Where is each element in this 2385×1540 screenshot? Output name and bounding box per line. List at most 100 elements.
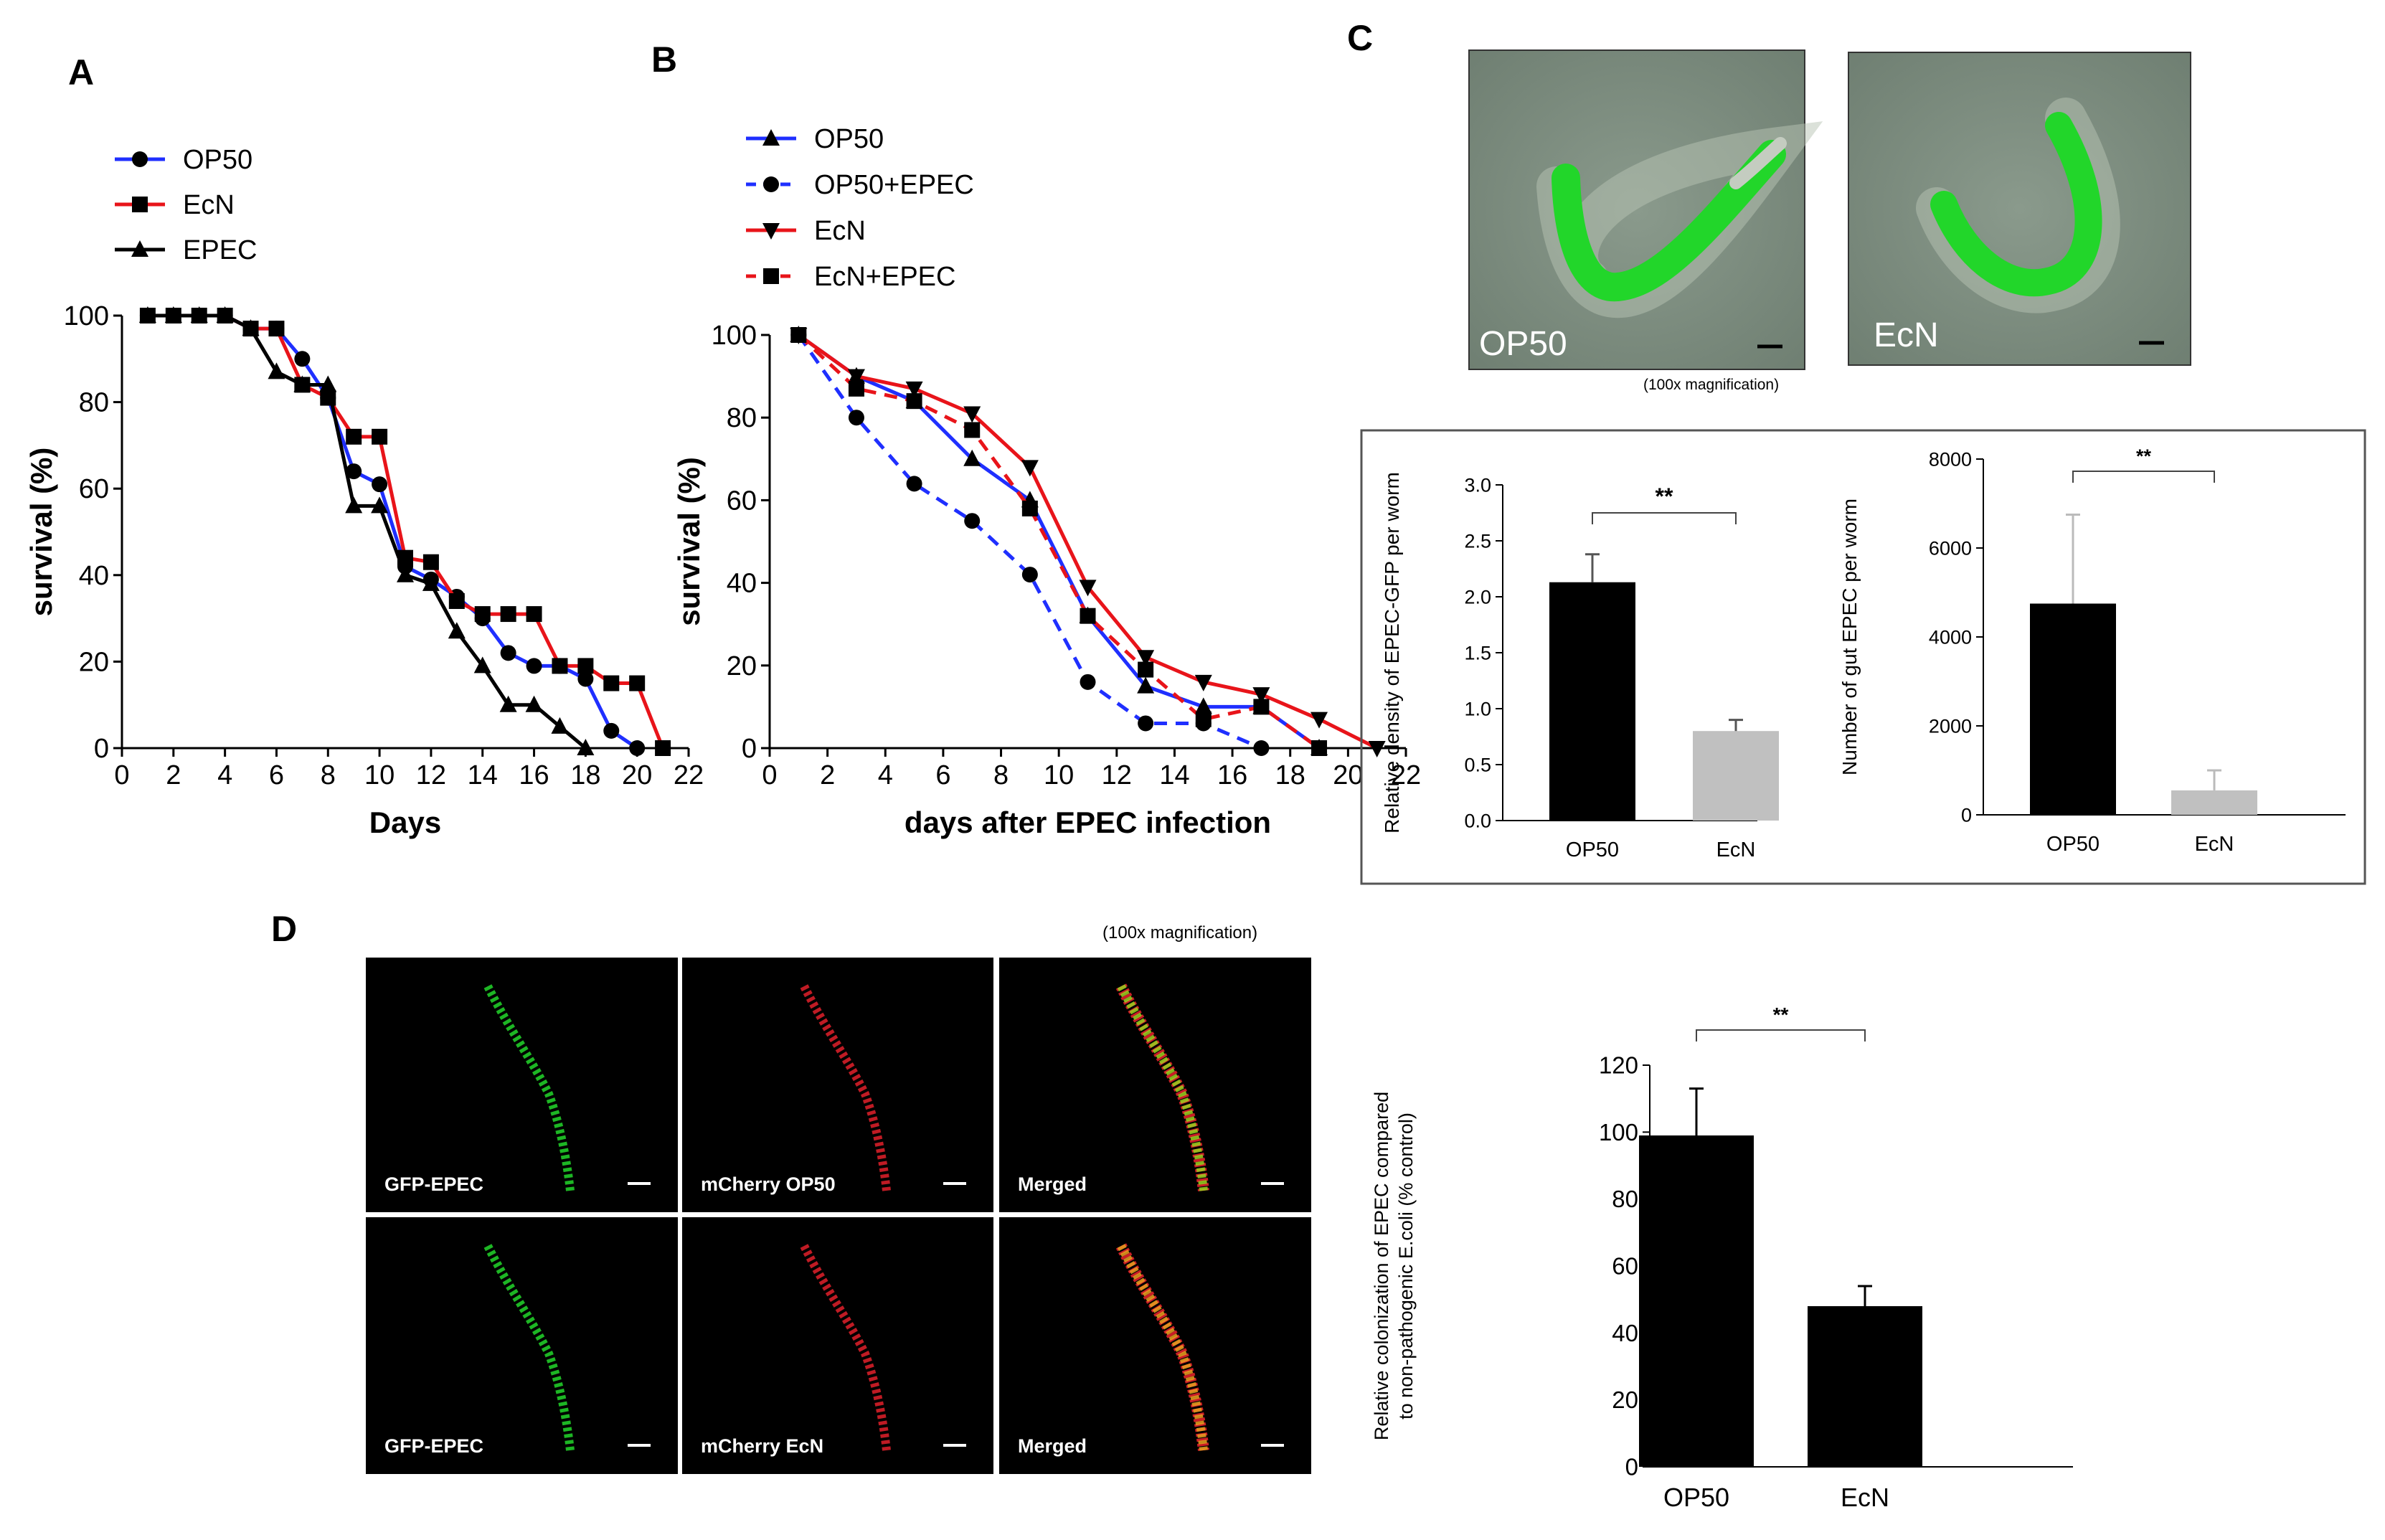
data-point	[1252, 687, 1270, 704]
worm-signal	[483, 984, 575, 1191]
microscopy-image	[366, 958, 678, 1212]
microscopy-cell: Merged	[999, 1217, 1311, 1474]
series-line	[797, 333, 1321, 750]
y-tick-label: 4000	[1929, 626, 1972, 648]
microscopy-c: OP50 (100x magnification) EcN	[1468, 49, 2191, 393]
legend-label: EPEC	[183, 235, 257, 265]
y-tick-label: 100	[64, 301, 109, 331]
microscopy-label-op50: OP50	[1479, 325, 1567, 363]
bar-ecn	[1808, 1306, 1922, 1467]
data-point	[790, 327, 807, 343]
data-point	[964, 422, 981, 438]
microscopy-image	[366, 1217, 678, 1474]
data-point	[1311, 740, 1328, 756]
microscopy-magnification-c: (100x magnification)	[1643, 377, 1779, 393]
data-point	[268, 362, 285, 379]
data-point	[848, 380, 864, 397]
data-point	[1137, 676, 1155, 694]
data-point	[422, 554, 439, 570]
y-axis-label: Number of gut EPEC per worm	[1838, 499, 1861, 775]
data-point	[1080, 608, 1096, 624]
worm-signal	[1117, 1244, 1208, 1451]
x-tick-label: 20	[1333, 760, 1363, 790]
data-point	[1368, 741, 1386, 757]
x-tick-label: 2	[166, 760, 181, 790]
data-point	[216, 306, 234, 323]
microscopy-cell: mCherry OP50	[682, 958, 993, 1212]
data-point	[319, 375, 337, 392]
data-point	[448, 592, 465, 609]
y-tick-label: 0	[742, 734, 757, 764]
data-point	[346, 463, 362, 480]
data-point	[1195, 711, 1212, 727]
data-point	[1310, 712, 1328, 729]
bar-ecn	[1693, 731, 1779, 821]
microscopy-magnification-d: (100x magnification)	[1102, 923, 1257, 943]
chart-d-relative-colonization: 0 20 40 60 80 100 120 OP50 EcN ** Relative coloniz…	[1371, 1003, 2073, 1512]
legend-marker	[132, 197, 148, 212]
significance-bracket	[1592, 512, 1737, 524]
x-tick-label: 8	[321, 760, 336, 790]
legend-marker	[763, 176, 779, 192]
category-label: EcN	[2195, 833, 2234, 856]
microscopy-d: (100x magnification) GFP-EPEC mCherry OP5…	[366, 923, 1311, 1474]
microscopy-label: mCherry EcN	[701, 1435, 823, 1457]
y-tick-label: 100	[712, 321, 757, 351]
y-axis-label: survival (%)	[672, 457, 706, 626]
worm-signal	[800, 1244, 891, 1451]
bar-op50	[1549, 582, 1635, 821]
worm-op50	[1536, 121, 1823, 318]
x-tick-label: 6	[269, 760, 284, 790]
y-tick-label: 80	[727, 403, 757, 433]
data-point	[500, 606, 516, 623]
y-tick-label: 0	[94, 734, 109, 764]
legend-label: OP50	[183, 145, 252, 175]
series-line	[147, 313, 587, 750]
series-epec	[138, 306, 595, 755]
data-point	[422, 574, 440, 591]
x-axis-label: Days	[369, 806, 441, 839]
y-axis-label: to non-pathogenic E.coli (% control)	[1395, 1113, 1417, 1419]
data-point	[500, 645, 516, 661]
panel-label-b: B	[651, 39, 677, 80]
bar-op50	[2030, 603, 2116, 815]
y-tick-label: 120	[1599, 1052, 1638, 1079]
x-tick-label: 12	[416, 760, 446, 790]
y-axis-label: survival (%)	[24, 448, 58, 617]
legend-label: OP50	[814, 124, 884, 154]
x-tick-label: 10	[1044, 760, 1074, 790]
x-tick-label: 18	[1275, 760, 1305, 790]
data-point	[1021, 460, 1039, 477]
microscopy-cell: mCherry EcN	[682, 1217, 993, 1474]
category-label: OP50	[1663, 1483, 1729, 1512]
y-tick-label: 2000	[1929, 715, 1972, 737]
x-tick-label: 16	[519, 760, 549, 790]
data-point	[474, 606, 491, 623]
y-tick-label: 3.0	[1464, 474, 1491, 496]
y-tick-label: 60	[1612, 1253, 1638, 1280]
significance-bracket	[1696, 1029, 1866, 1041]
data-point	[1079, 580, 1097, 597]
bar-ecn	[2171, 790, 2257, 815]
data-point	[1021, 500, 1038, 516]
y-tick-label: 40	[79, 561, 109, 591]
microscopy-label: mCherry OP50	[701, 1173, 836, 1195]
x-tick-label: 14	[468, 760, 498, 790]
series-line	[797, 334, 1262, 750]
data-point	[655, 740, 671, 756]
data-point	[1253, 740, 1270, 756]
series-op50	[139, 308, 646, 756]
legend-marker	[762, 223, 780, 240]
significance-label: **	[1773, 1003, 1789, 1026]
x-tick-label: 22	[1391, 760, 1421, 790]
series-line	[797, 334, 1321, 750]
x-tick-label: 12	[1102, 760, 1132, 790]
data-point	[1021, 567, 1038, 583]
category-label: EcN	[1841, 1483, 1889, 1512]
data-point	[372, 428, 388, 445]
microscopy-image	[682, 958, 993, 1212]
worm-signal	[1117, 984, 1208, 1191]
y-tick-label: 2.0	[1464, 586, 1491, 608]
y-tick-label: 1.0	[1464, 698, 1491, 719]
y-tick-label: 20	[1612, 1387, 1638, 1413]
